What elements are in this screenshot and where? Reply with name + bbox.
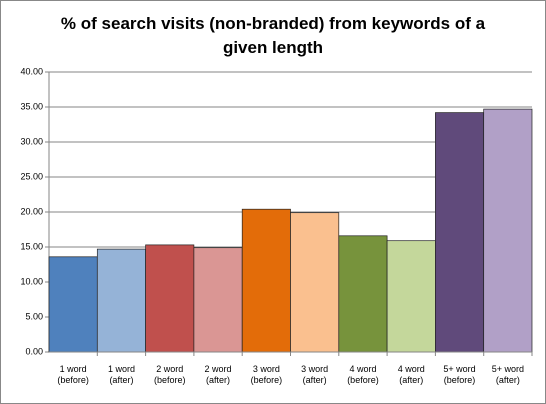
bar bbox=[483, 108, 533, 353]
bar bbox=[193, 247, 243, 353]
bar bbox=[338, 235, 388, 353]
bar bbox=[145, 244, 195, 353]
bar bbox=[435, 112, 485, 353]
bar bbox=[290, 212, 340, 353]
x-tick-label: 3 word (after) bbox=[301, 364, 329, 385]
y-tick-label: 30.00 bbox=[20, 136, 43, 146]
y-tick-label: 0.00 bbox=[25, 346, 43, 356]
x-tick-label: 1 word (before) bbox=[57, 364, 89, 385]
y-tick-label: 40.00 bbox=[20, 66, 43, 76]
bar bbox=[48, 256, 98, 353]
x-tick-label: 2 word (after) bbox=[204, 364, 232, 385]
x-tick-label: 4 word (before) bbox=[347, 364, 379, 385]
x-tick-label: 2 word (before) bbox=[153, 364, 186, 385]
x-tick-label: 1 word (after) bbox=[107, 364, 135, 385]
bar bbox=[386, 240, 436, 353]
x-tick-label: 3 word (before) bbox=[250, 364, 283, 385]
y-tick-label: 15.00 bbox=[20, 241, 43, 251]
y-tick-label: 20.00 bbox=[20, 206, 43, 216]
x-tick-label: 5+ word (before) bbox=[443, 364, 476, 385]
bar bbox=[96, 248, 146, 353]
x-tick-label: 5+ word (after) bbox=[491, 364, 524, 385]
y-tick-label: 10.00 bbox=[20, 276, 43, 286]
x-tick-label: 4 word (after) bbox=[397, 364, 425, 385]
chart-title: % of search visits (non-branded) from ke… bbox=[60, 14, 486, 57]
y-tick-label: 25.00 bbox=[20, 171, 43, 181]
y-tick-label: 5.00 bbox=[25, 311, 43, 321]
bar bbox=[241, 208, 291, 353]
y-tick-label: 35.00 bbox=[20, 101, 43, 111]
